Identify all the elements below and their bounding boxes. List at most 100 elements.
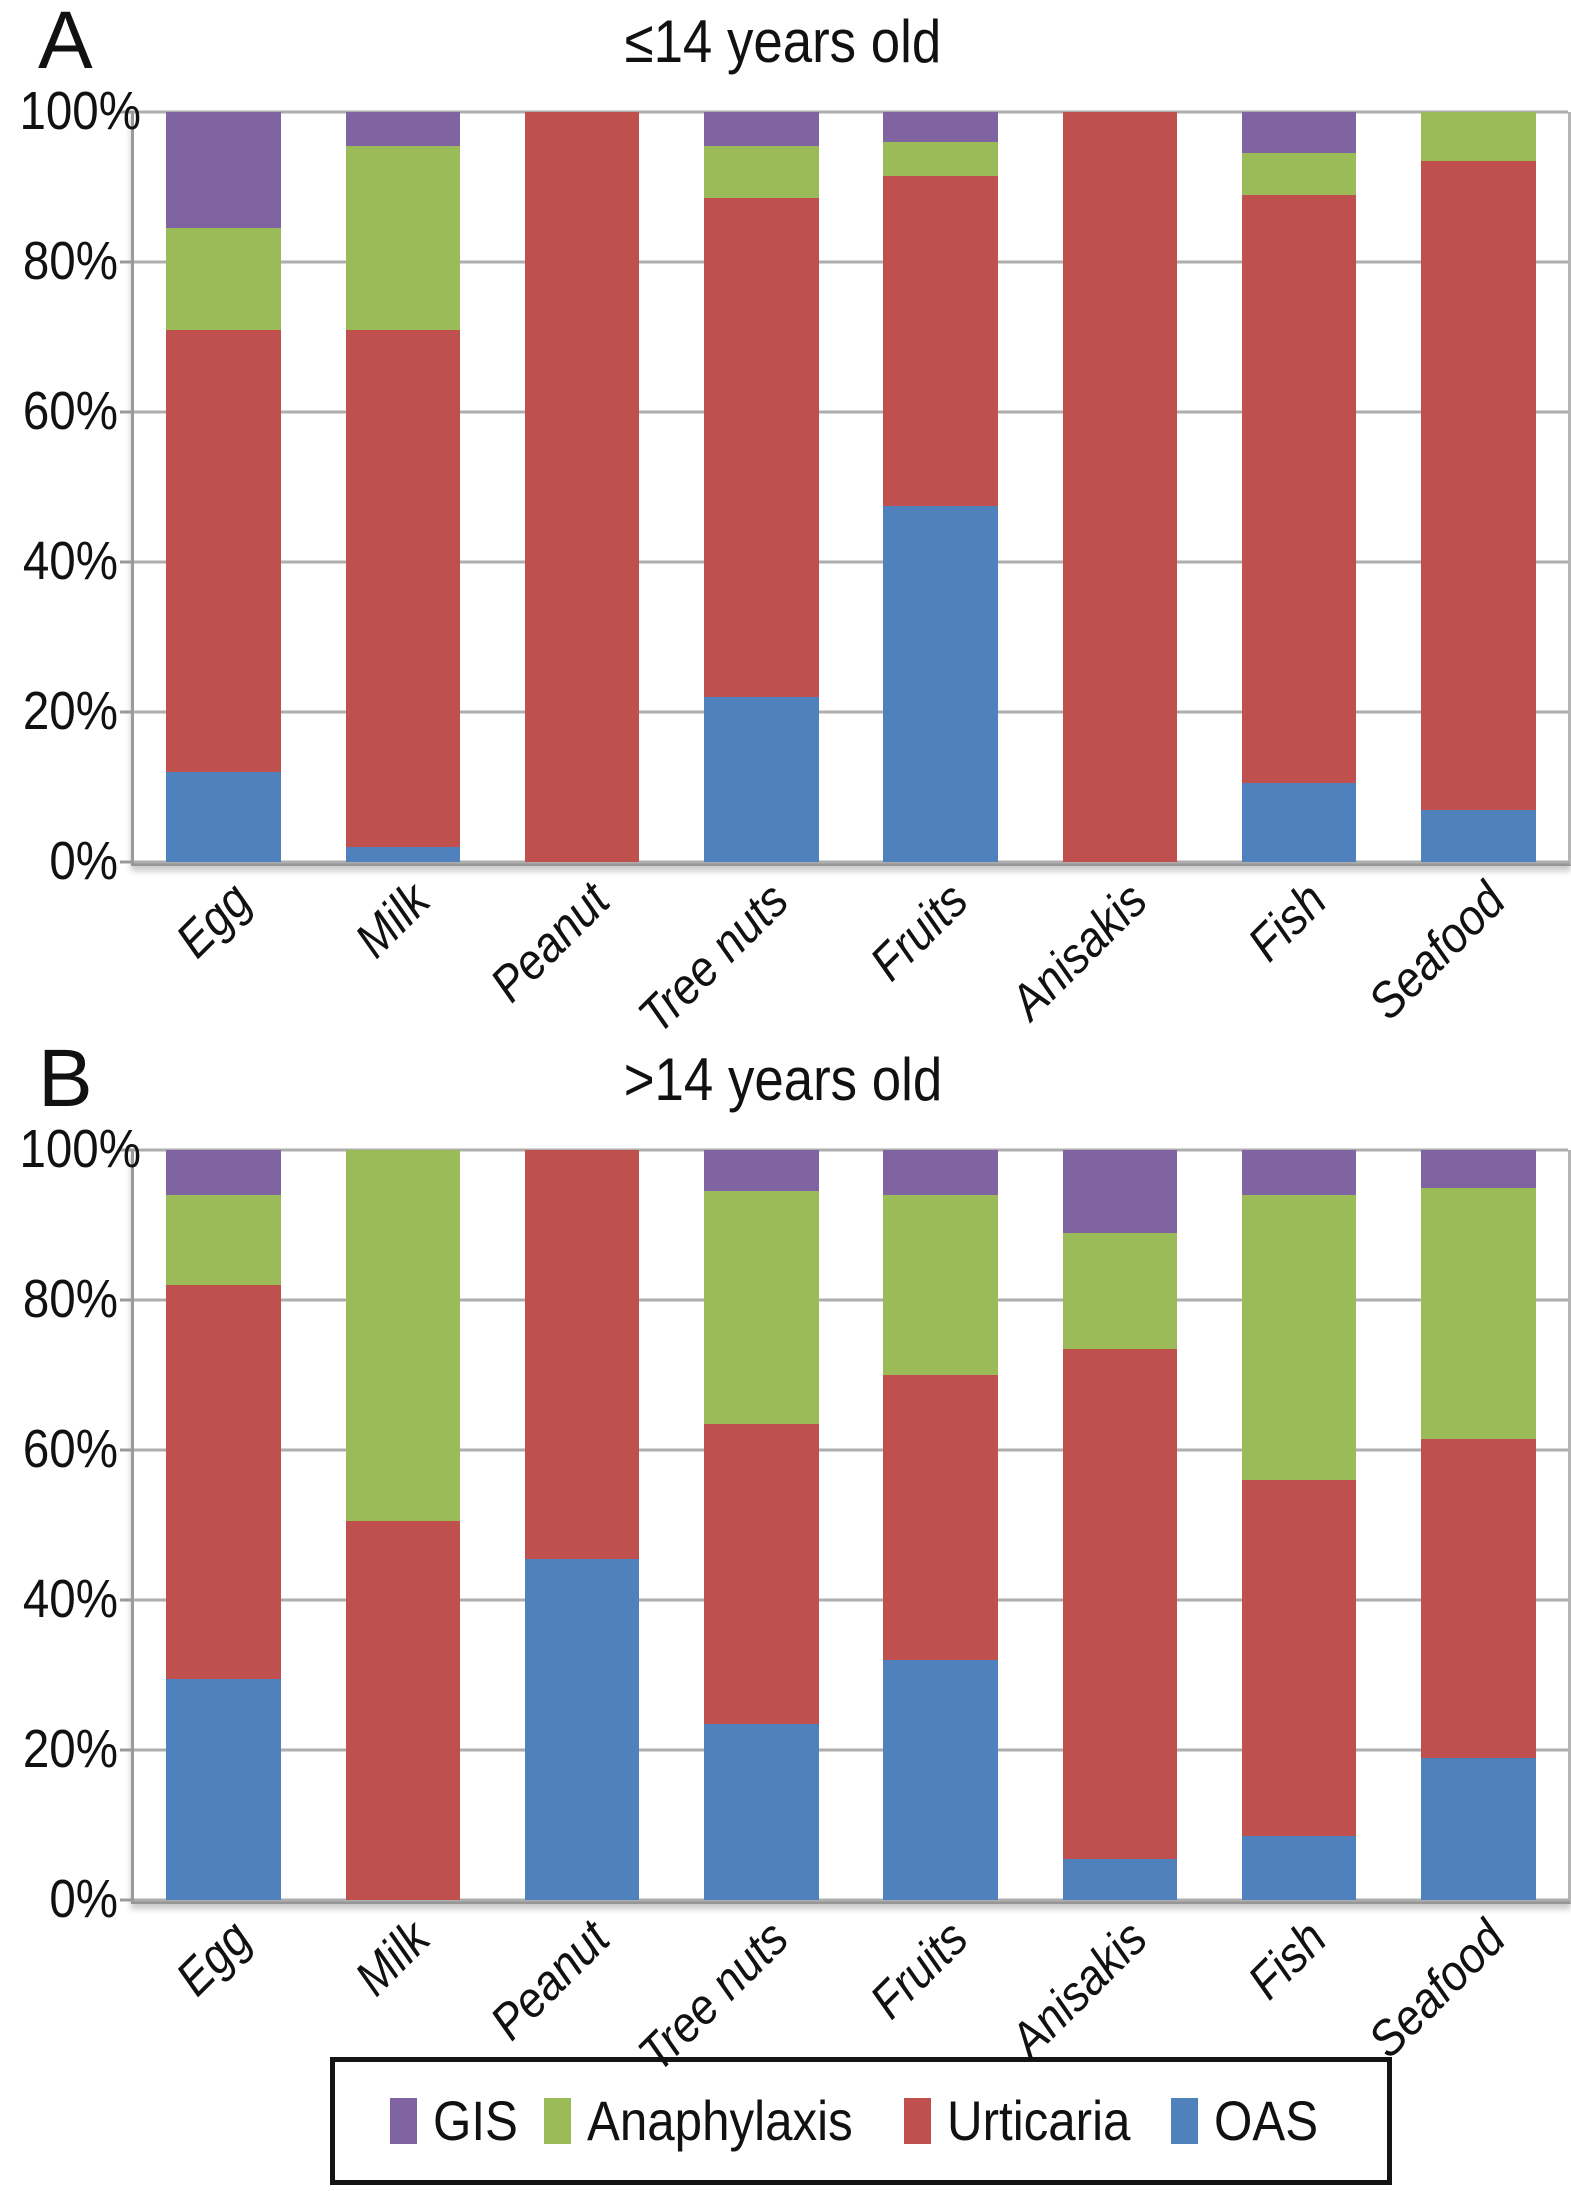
bar-segment-gis — [345, 112, 461, 146]
bar-segment-gis — [166, 112, 281, 229]
bar-segment-anaphylaxis — [1421, 1187, 1536, 1439]
bar-slot-seafood — [1389, 112, 1568, 862]
bar-slot-peanut — [493, 112, 672, 862]
bar-segment-gis — [1421, 1150, 1536, 1188]
gridline-20 — [134, 1748, 1568, 1752]
bar-milk — [345, 1150, 461, 1900]
y-tick-label-60: 60% — [22, 1418, 118, 1479]
x-tick-label-fish: Fish — [1236, 1909, 1337, 2010]
panel-b-letter: B — [38, 1033, 93, 1124]
panel-b-plot: 100% 80% 60% 40% 20% 0% Egg Milk Peanut Tree nuts… — [19, 1122, 1571, 2082]
bar-segment-gis — [883, 1150, 998, 1195]
bar-segment-urticaria — [524, 112, 640, 862]
bar-segment-urticaria — [704, 198, 819, 697]
y-tick-label-40: 40% — [22, 530, 118, 591]
bar-slot-fish — [1210, 1150, 1389, 1900]
y-tick-label-20: 20% — [22, 1718, 118, 1779]
bar-segment-urticaria — [524, 1150, 640, 1559]
legend-item-urticaria: Urticaria — [904, 2093, 1155, 2149]
bar-segment-anaphylaxis — [883, 1195, 998, 1375]
legend-item-gis: GIS — [390, 2093, 529, 2149]
y-axis-tick-60 — [120, 410, 134, 414]
x-tick-label-tree-nuts: Tree nuts — [627, 871, 799, 1044]
x-tick-label-fruits: Fruits — [858, 871, 979, 992]
gridline-40 — [134, 560, 1568, 564]
y-tick-label-20: 20% — [22, 680, 118, 741]
bar-segment-urticaria — [883, 1375, 998, 1660]
bar-slot-tree-nuts — [672, 112, 851, 862]
x-tick-label-seafood: Seafood — [1357, 1909, 1516, 2069]
bar-segment-oas — [524, 1558, 640, 1900]
gridline-60 — [134, 1448, 1568, 1452]
bar-segment-urticaria — [1421, 160, 1536, 810]
bar-segment-oas — [883, 505, 998, 862]
bar-slot-egg — [134, 1150, 313, 1900]
panel-a-plot: 100% 80% 60% 40% 20% 0% Egg Milk Peanut Tree nuts… — [19, 84, 1571, 1044]
bar-egg — [166, 112, 281, 862]
bar-segment-urticaria — [1241, 1480, 1357, 1837]
panel-b: B >14 years old 100% 80% 60% 40% 20% 0% Egg Mil… — [0, 1033, 1571, 2082]
bar-fish — [1241, 1150, 1357, 1900]
bar-segment-gis — [1241, 1150, 1357, 1195]
y-tick-label-0: 0% — [49, 1868, 118, 1929]
bar-segment-gis — [166, 1150, 281, 1195]
bar-fish — [1241, 112, 1357, 862]
bar-segment-urticaria — [1241, 194, 1357, 784]
bar-tree-nuts — [704, 1150, 819, 1900]
legend-label-urticaria: Urticaria — [947, 2089, 1131, 2152]
bar-segment-gis — [704, 1150, 819, 1192]
anaphylaxis-swatch-icon — [544, 2098, 572, 2144]
bar-tree-nuts — [704, 112, 819, 862]
bar-segment-urticaria — [166, 329, 281, 772]
y-tick-label-100: 100% — [19, 80, 141, 141]
bar-segment-anaphylaxis — [166, 228, 281, 330]
y-tick-label-40: 40% — [22, 1568, 118, 1629]
gridline-0 — [134, 1898, 1568, 1902]
x-tick-label-peanut: Peanut — [479, 871, 620, 1013]
gis-swatch-icon — [390, 2098, 417, 2144]
y-axis-tick-100 — [120, 1148, 134, 1152]
bars-row — [134, 112, 1568, 862]
y-tick-label-80: 80% — [22, 230, 118, 291]
y-tick-label-0: 0% — [49, 830, 118, 891]
bar-fruits — [883, 112, 998, 862]
x-tick-label-peanut: Peanut — [479, 1909, 620, 2051]
panel-a-title: ≤14 years old — [0, 12, 1565, 72]
y-tick-label-60: 60% — [22, 380, 118, 441]
bar-segment-oas — [1421, 1757, 1536, 1900]
bar-slot-peanut — [493, 1150, 672, 1900]
bar-segment-anaphylaxis — [1421, 112, 1536, 161]
bar-segment-urticaria — [1421, 1438, 1536, 1758]
x-tick-label-anisakis: Anisakis — [999, 1909, 1158, 2068]
bar-fruits — [883, 1150, 998, 1900]
bar-segment-anaphylaxis — [704, 145, 819, 199]
oas-swatch-icon — [1170, 2098, 1198, 2144]
bar-seafood — [1421, 1150, 1536, 1900]
bars-row — [134, 1150, 1568, 1900]
bar-segment-oas — [1241, 1836, 1357, 1900]
bar-slot-fruits — [851, 1150, 1030, 1900]
bar-segment-urticaria — [166, 1285, 281, 1679]
bar-segment-oas — [1062, 1858, 1178, 1900]
bar-segment-urticaria — [345, 1521, 461, 1900]
bar-segment-urticaria — [704, 1423, 819, 1724]
panel-a-title-text: ≤14 years old — [624, 8, 941, 75]
gridline-40 — [134, 1598, 1568, 1602]
bar-slot-tree-nuts — [672, 1150, 851, 1900]
x-tick-label-fish: Fish — [1236, 871, 1337, 972]
gridline-20 — [134, 710, 1568, 714]
bar-segment-oas — [1241, 783, 1357, 862]
panel-b-title: >14 years old — [0, 1050, 1565, 1110]
bar-segment-urticaria — [1062, 1348, 1178, 1859]
bar-slot-milk — [313, 112, 492, 862]
bar-slot-anisakis — [1030, 112, 1209, 862]
y-axis-tick-40 — [120, 560, 134, 564]
x-tick-label-fruits: Fruits — [858, 1909, 979, 2030]
bar-segment-anaphylaxis — [1241, 1195, 1357, 1480]
bar-segment-anaphylaxis — [345, 1150, 461, 1522]
bar-segment-urticaria — [345, 329, 461, 847]
legend-label-oas: OAS — [1213, 2089, 1318, 2152]
x-tick-label-egg: Egg — [164, 1909, 262, 2007]
y-tick-label-80: 80% — [22, 1268, 118, 1329]
